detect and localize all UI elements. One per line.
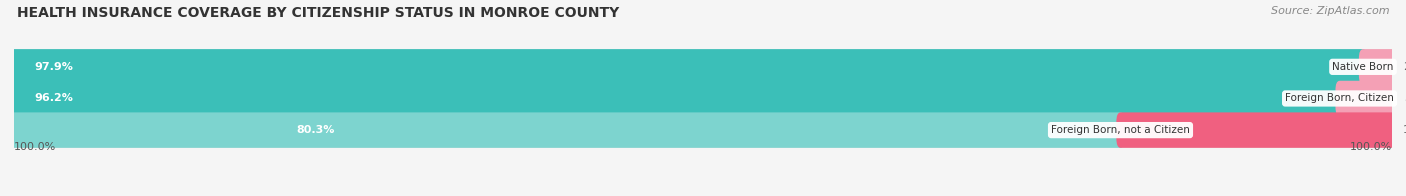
FancyBboxPatch shape (10, 112, 1125, 148)
Text: HEALTH INSURANCE COVERAGE BY CITIZENSHIP STATUS IN MONROE COUNTY: HEALTH INSURANCE COVERAGE BY CITIZENSHIP… (17, 6, 619, 20)
FancyBboxPatch shape (1116, 112, 1396, 148)
FancyBboxPatch shape (10, 81, 1396, 116)
FancyBboxPatch shape (1358, 49, 1396, 84)
FancyBboxPatch shape (10, 81, 1344, 116)
Text: 80.3%: 80.3% (297, 125, 335, 135)
Text: Foreign Born, Citizen: Foreign Born, Citizen (1285, 93, 1393, 103)
FancyBboxPatch shape (10, 49, 1396, 84)
Text: Native Born: Native Born (1333, 62, 1393, 72)
Text: 96.2%: 96.2% (35, 93, 73, 103)
FancyBboxPatch shape (10, 112, 1396, 148)
Text: Foreign Born, not a Citizen: Foreign Born, not a Citizen (1052, 125, 1189, 135)
Text: 3.9%: 3.9% (1405, 93, 1406, 103)
FancyBboxPatch shape (10, 49, 1367, 84)
Text: Source: ZipAtlas.com: Source: ZipAtlas.com (1271, 6, 1389, 16)
Text: 100.0%: 100.0% (1350, 142, 1392, 152)
FancyBboxPatch shape (1336, 81, 1398, 116)
Text: 97.9%: 97.9% (35, 62, 73, 72)
Text: 2.1%: 2.1% (1403, 62, 1406, 72)
Text: 100.0%: 100.0% (14, 142, 56, 152)
Text: 19.7%: 19.7% (1403, 125, 1406, 135)
